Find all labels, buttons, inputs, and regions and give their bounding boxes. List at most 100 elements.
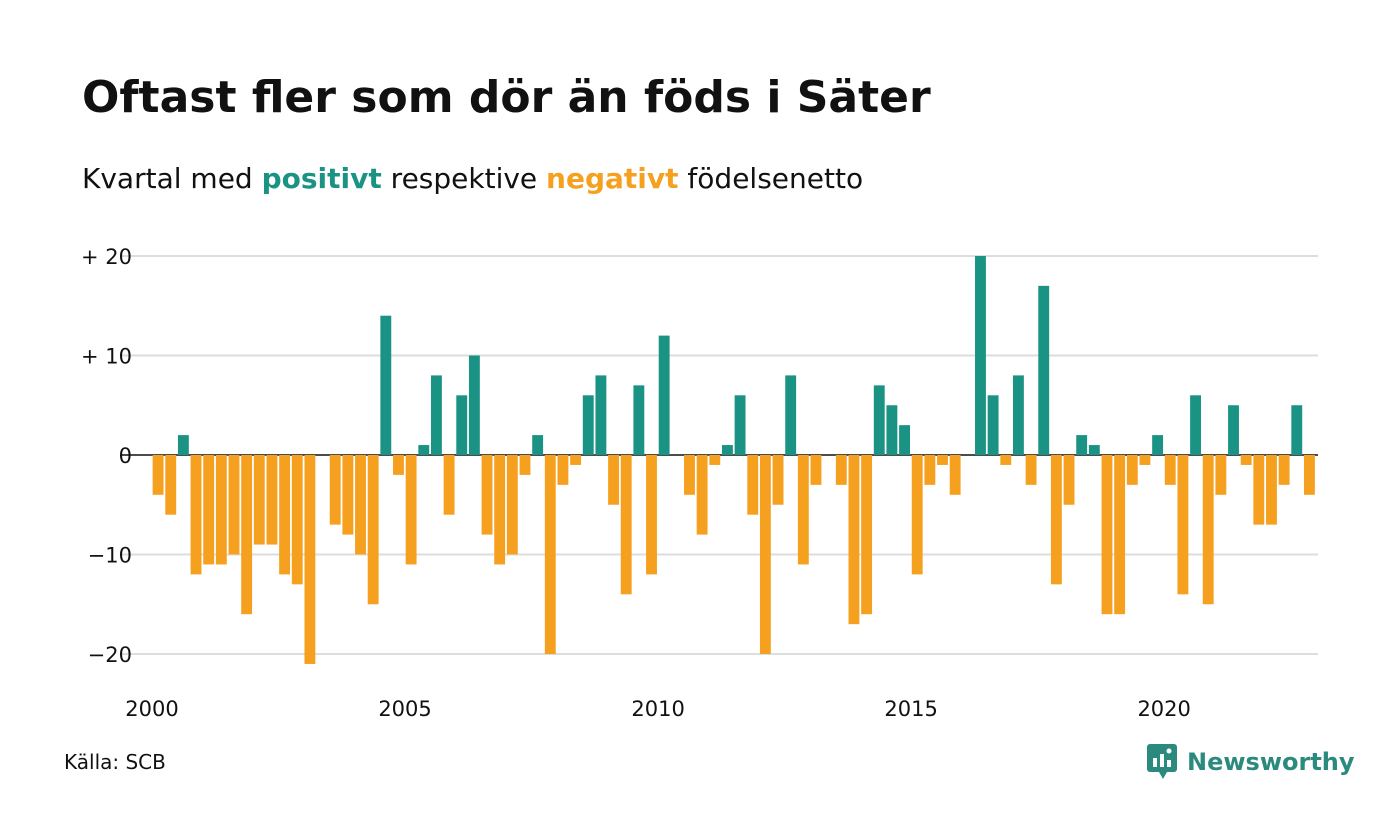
bar <box>1228 405 1239 455</box>
subtitle-positive-label: positivt <box>261 162 382 195</box>
bar <box>747 455 759 515</box>
bar <box>582 395 594 455</box>
bar <box>557 455 569 485</box>
bar <box>595 375 607 455</box>
bar <box>304 455 316 664</box>
bar <box>1303 455 1315 495</box>
bar <box>393 455 404 475</box>
x-tick-label: 2005 <box>378 697 431 721</box>
bar <box>633 385 645 455</box>
bar <box>544 455 556 654</box>
newsworthy-logo: Newsworthy <box>1147 744 1355 780</box>
bar <box>266 455 278 545</box>
bar <box>709 455 721 465</box>
y-tick-label: + 20 <box>81 245 132 269</box>
bar <box>899 425 910 455</box>
bar <box>1050 455 1062 585</box>
bar <box>924 455 936 485</box>
y-tick-label: 0 <box>119 444 132 468</box>
bar <box>1000 455 1012 465</box>
bar <box>228 455 240 555</box>
bar <box>734 395 746 455</box>
bar <box>215 455 227 565</box>
bar <box>810 455 822 485</box>
chart-title: Oftast fler som dör än föds i Säter <box>82 72 931 123</box>
bar <box>468 355 480 455</box>
y-axis-ticks: + 20 + 10 0 −10 −20 <box>81 245 132 667</box>
bar <box>949 455 961 495</box>
bar <box>1038 285 1050 455</box>
bar <box>430 375 442 455</box>
bar <box>279 455 291 575</box>
bar <box>886 405 898 455</box>
bar <box>937 455 948 465</box>
bar <box>253 455 265 545</box>
x-tick-label: 2010 <box>631 697 684 721</box>
bar <box>620 455 632 595</box>
bar <box>1164 455 1176 485</box>
subtitle-text-1: Kvartal med <box>82 162 262 195</box>
bar <box>380 315 392 455</box>
bars <box>152 256 1315 664</box>
bar <box>203 455 215 565</box>
y-tick-label: −20 <box>88 643 132 667</box>
bar <box>987 395 999 455</box>
bar <box>1012 375 1024 455</box>
x-tick-label: 2000 <box>125 697 178 721</box>
bar <box>1101 455 1113 615</box>
bar <box>1076 435 1088 455</box>
newsworthy-logo-icon <box>1147 744 1177 779</box>
bar <box>342 455 354 535</box>
bar <box>797 455 809 565</box>
bar <box>1291 405 1303 455</box>
bar <box>1278 455 1290 485</box>
bar <box>532 435 544 455</box>
y-tick-label: −10 <box>88 544 132 568</box>
bar <box>481 455 493 535</box>
bar <box>443 455 455 515</box>
bar <box>570 455 582 465</box>
subtitle-negative-label: negativt <box>546 162 679 195</box>
bar <box>835 455 847 485</box>
bar <box>759 455 771 654</box>
bar <box>418 445 430 455</box>
source-note: Källa: SCB <box>64 750 166 774</box>
bar <box>1215 455 1227 495</box>
bar <box>684 455 695 495</box>
bar <box>975 256 986 455</box>
x-axis-ticks: 2000 2005 2010 2015 2020 <box>125 697 1191 721</box>
subtitle-text-3: födelsenetto <box>678 162 864 195</box>
bar <box>772 455 784 505</box>
bar <box>608 455 619 505</box>
bar <box>329 455 341 525</box>
bar <box>911 455 923 575</box>
bar <box>1266 455 1277 525</box>
bar <box>367 455 379 605</box>
bar <box>355 455 366 555</box>
bar <box>1114 455 1126 615</box>
bar <box>405 455 417 565</box>
bar <box>646 455 657 575</box>
bar <box>190 455 202 575</box>
bar <box>152 455 164 495</box>
bar <box>291 455 303 585</box>
bar <box>1202 455 1214 605</box>
bar <box>494 455 506 565</box>
bar <box>1025 455 1037 485</box>
bar <box>177 435 189 455</box>
bar <box>1126 455 1138 485</box>
bar <box>658 335 670 455</box>
bar <box>165 455 177 515</box>
bar <box>1177 455 1189 595</box>
bar <box>1088 445 1100 455</box>
bar <box>785 375 797 455</box>
bar <box>241 455 253 615</box>
x-tick-label: 2015 <box>884 697 937 721</box>
bar <box>1240 455 1252 465</box>
bar <box>721 445 733 455</box>
bar <box>1139 455 1151 465</box>
bar <box>519 455 531 475</box>
logo-text: Newsworthy <box>1187 748 1355 776</box>
x-tick-label: 2020 <box>1137 697 1190 721</box>
